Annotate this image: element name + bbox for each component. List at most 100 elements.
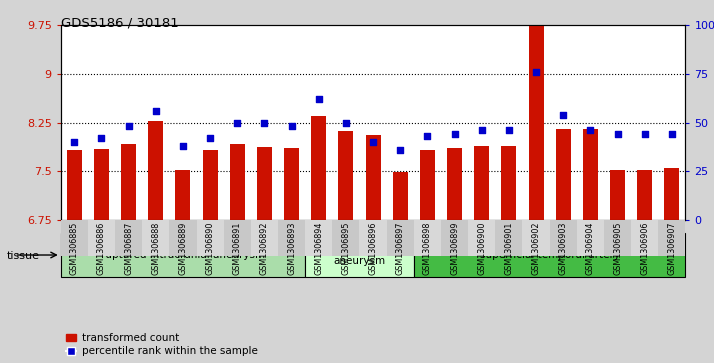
Text: GSM1306887: GSM1306887 [124, 221, 133, 275]
Point [639, 131, 650, 137]
Point [395, 147, 406, 152]
Text: GSM1306905: GSM1306905 [613, 221, 622, 275]
Bar [441, 220, 468, 256]
Bar [501, 146, 516, 220]
Bar [665, 168, 679, 220]
Text: GSM1306886: GSM1306886 [97, 221, 106, 275]
Bar [257, 147, 272, 220]
Bar [196, 220, 223, 256]
Text: GSM1306885: GSM1306885 [70, 221, 79, 275]
Text: GSM1306888: GSM1306888 [151, 221, 160, 275]
Bar [332, 220, 359, 256]
Text: GSM1306903: GSM1306903 [559, 221, 568, 275]
Legend: transformed count, percentile rank within the sample: transformed count, percentile rank withi… [66, 333, 258, 356]
Bar [94, 149, 109, 220]
FancyBboxPatch shape [305, 233, 414, 277]
Bar [468, 220, 496, 256]
FancyBboxPatch shape [61, 233, 305, 277]
Text: GSM1306891: GSM1306891 [233, 221, 242, 275]
Point [69, 139, 80, 145]
Bar [115, 220, 142, 256]
Text: ruptured intracranial aneurysm: ruptured intracranial aneurysm [101, 250, 265, 260]
Bar [610, 170, 625, 220]
Bar [393, 172, 408, 220]
Text: GSM1306904: GSM1306904 [586, 221, 595, 275]
Bar [142, 220, 169, 256]
Point [204, 135, 216, 141]
Bar [284, 148, 299, 220]
Bar [583, 129, 598, 220]
Point [666, 131, 678, 137]
Bar [149, 121, 164, 220]
FancyBboxPatch shape [414, 233, 685, 277]
Text: GSM1306898: GSM1306898 [423, 221, 432, 275]
Text: GSM1306893: GSM1306893 [287, 221, 296, 275]
Point [96, 135, 107, 141]
Text: GSM1306899: GSM1306899 [450, 221, 459, 275]
Bar [420, 150, 435, 220]
Bar [121, 144, 136, 220]
Text: GSM1306900: GSM1306900 [477, 221, 486, 275]
Text: GSM1306897: GSM1306897 [396, 221, 405, 275]
Bar [88, 220, 115, 256]
Text: GSM1306895: GSM1306895 [341, 221, 351, 275]
Bar [387, 220, 414, 256]
Text: tissue: tissue [7, 251, 40, 261]
Bar [61, 220, 88, 256]
Bar [604, 220, 631, 256]
Text: GSM1306906: GSM1306906 [640, 221, 649, 275]
Bar [550, 220, 577, 256]
Point [258, 119, 270, 125]
Text: superficial temporal artery: superficial temporal artery [480, 250, 620, 260]
Text: GSM1306894: GSM1306894 [314, 221, 323, 275]
Bar [278, 220, 305, 256]
Bar [496, 220, 523, 256]
Bar [338, 131, 353, 220]
Point [422, 133, 433, 139]
Bar [658, 220, 685, 256]
Point [503, 127, 515, 133]
Bar [359, 220, 387, 256]
Text: GDS5186 / 30181: GDS5186 / 30181 [61, 16, 178, 29]
Bar [637, 170, 652, 220]
Bar [555, 129, 570, 220]
Point [612, 131, 623, 137]
Point [231, 119, 243, 125]
Text: GSM1306889: GSM1306889 [178, 221, 187, 275]
Bar [447, 148, 462, 220]
Point [340, 119, 351, 125]
Point [585, 127, 596, 133]
Bar [251, 220, 278, 256]
Point [150, 108, 161, 114]
Bar [528, 25, 543, 220]
Bar [631, 220, 658, 256]
Point [367, 139, 378, 145]
Point [313, 96, 324, 102]
Text: unruptured intracranial
aneurysm: unruptured intracranial aneurysm [298, 244, 421, 266]
Bar [176, 170, 191, 220]
Point [531, 69, 542, 75]
Bar [311, 116, 326, 220]
Bar [305, 220, 332, 256]
Bar [169, 220, 196, 256]
Text: GSM1306890: GSM1306890 [206, 221, 215, 275]
Text: GSM1306896: GSM1306896 [368, 221, 378, 275]
Bar [414, 220, 441, 256]
Point [177, 143, 188, 149]
Text: GSM1306907: GSM1306907 [668, 221, 676, 275]
Bar [223, 220, 251, 256]
Bar [366, 135, 381, 220]
Point [476, 127, 488, 133]
Text: GSM1306902: GSM1306902 [531, 221, 540, 275]
Bar [474, 146, 489, 220]
Point [123, 123, 134, 129]
Bar [523, 220, 550, 256]
Bar [67, 150, 81, 220]
Text: GSM1306901: GSM1306901 [504, 221, 513, 275]
Bar [203, 150, 218, 220]
Bar [230, 144, 245, 220]
Bar [577, 220, 604, 256]
Point [449, 131, 461, 137]
Text: GSM1306892: GSM1306892 [260, 221, 269, 275]
Point [558, 112, 569, 118]
